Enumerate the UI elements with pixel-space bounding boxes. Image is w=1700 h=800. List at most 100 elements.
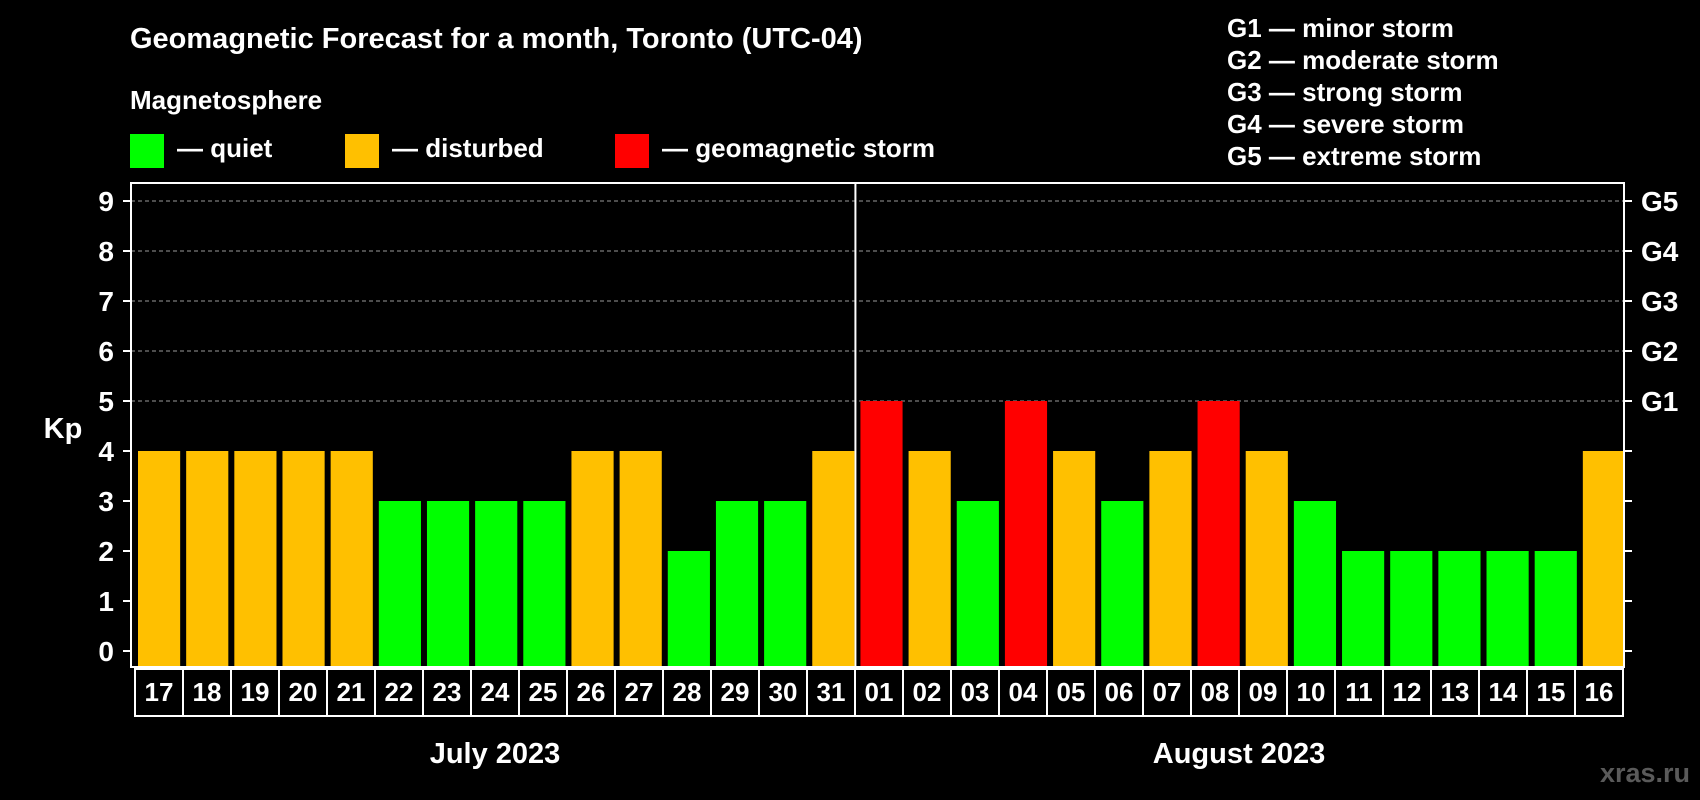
y-tick-label-3: 3: [98, 486, 114, 517]
legend-swatch-2: [615, 134, 649, 168]
day-label-21-4: 21: [337, 677, 366, 707]
bar-16-30: [1582, 451, 1625, 667]
x-axis-day-labels: 17 18 19 20 21 22 23 24 25 26 27 28 29 30 31 01 02 03 04 05…: [134, 668, 1624, 717]
g-level-label-G4: G4: [1641, 236, 1679, 267]
bar-27-10: [619, 451, 662, 667]
g-level-label-G3: G3: [1641, 286, 1678, 317]
legend-label-0: — quiet: [177, 133, 273, 163]
bar-15-29: [1534, 551, 1577, 667]
day-label-04-18: 04: [1009, 677, 1038, 707]
right-g-axis: G1 G2 G3 G4 G5: [1624, 186, 1679, 652]
day-label-08-22: 08: [1201, 677, 1230, 707]
bar-11-25: [1342, 551, 1385, 667]
y-tick-label-1: 1: [98, 586, 114, 617]
bar-03-17: [956, 501, 999, 667]
y-tick-label-6: 6: [98, 336, 114, 367]
day-label-05-19: 05: [1057, 677, 1086, 707]
bar-21-4: [330, 451, 373, 667]
day-label-31-14: 31: [817, 677, 846, 707]
g-scale-legend-item-4: G5 — extreme storm: [1227, 141, 1481, 171]
legend-label-2: — geomagnetic storm: [662, 133, 935, 163]
y-tick-label-2: 2: [98, 536, 114, 567]
grid-lines: [131, 183, 1624, 667]
day-label-17-0: 17: [145, 677, 174, 707]
day-label-23-6: 23: [433, 677, 462, 707]
day-label-19-2: 19: [241, 677, 270, 707]
bar-13-27: [1438, 551, 1481, 667]
day-label-06-20: 06: [1105, 677, 1134, 707]
bar-12-26: [1390, 551, 1433, 667]
bar-17-0: [138, 451, 181, 667]
bar-26-9: [571, 451, 614, 667]
bar-08-22: [1197, 401, 1240, 667]
legend-heading: Magnetosphere: [130, 85, 322, 115]
day-label-frame: [134, 668, 1624, 717]
bars: [138, 401, 1625, 667]
plot-frame: [130, 182, 1625, 668]
g-level-label-G2: G2: [1641, 336, 1678, 367]
day-label-18-1: 18: [193, 677, 222, 707]
legend-swatch-1: [345, 134, 379, 168]
y-tick-label-0: 0: [98, 636, 114, 667]
watermark: xras.ru: [1600, 758, 1690, 788]
day-label-01-15: 01: [865, 677, 894, 707]
bar-06-20: [1101, 501, 1144, 667]
day-label-25-8: 25: [529, 677, 558, 707]
month-label-0: July 2023: [430, 738, 561, 770]
day-label-09-23: 09: [1249, 677, 1278, 707]
g-level-label-G1: G1: [1641, 386, 1678, 417]
bar-14-28: [1486, 551, 1529, 667]
bar-01-15: [860, 401, 903, 667]
day-label-22-5: 22: [385, 677, 414, 707]
day-label-27-10: 27: [625, 677, 654, 707]
day-label-10-24: 10: [1297, 677, 1326, 707]
bar-31-14: [812, 451, 855, 667]
day-label-12-26: 12: [1393, 677, 1422, 707]
legend-swatch-0: [130, 134, 164, 168]
bar-10-24: [1293, 501, 1337, 667]
bar-30-13: [764, 501, 807, 667]
y-tick-label-4: 4: [98, 436, 114, 467]
bar-25-8: [523, 501, 566, 667]
bar-05-19: [1053, 451, 1096, 667]
bar-09-23: [1245, 451, 1288, 667]
bar-19-2: [234, 451, 277, 667]
day-label-29-12: 29: [721, 677, 750, 707]
day-label-14-28: 14: [1489, 677, 1518, 707]
month-labels: July 2023 August 2023: [430, 738, 1326, 770]
y-axis-label: Kp: [44, 413, 83, 445]
g-scale-legend-item-3: G4 — severe storm: [1227, 109, 1464, 139]
day-label-20-3: 20: [289, 677, 318, 707]
month-label-1: August 2023: [1153, 738, 1325, 770]
y-tick-label-8: 8: [98, 236, 114, 267]
day-label-30-13: 30: [769, 677, 798, 707]
y-tick-label-5: 5: [98, 386, 114, 417]
y-tick-label-7: 7: [98, 286, 114, 317]
day-label-28-11: 28: [673, 677, 702, 707]
bar-28-11: [667, 551, 710, 667]
bar-23-6: [426, 501, 470, 667]
y-axis: 0 1 2 3 4 5 6 7 8 9: [98, 186, 131, 667]
day-label-16-30: 16: [1585, 677, 1614, 707]
g-scale-legend-item-0: G1 — minor storm: [1227, 13, 1454, 43]
g-level-label-G5: G5: [1641, 186, 1678, 217]
legend-label-1: — disturbed: [392, 133, 544, 163]
bar-07-21: [1149, 451, 1192, 667]
bar-24-7: [475, 501, 518, 667]
chart-title: Geomagnetic Forecast for a month, Toront…: [130, 23, 863, 55]
bar-29-12: [715, 501, 759, 667]
day-label-15-29: 15: [1537, 677, 1566, 707]
day-label-13-27: 13: [1441, 677, 1470, 707]
g-scale-legend-item-2: G3 — strong storm: [1227, 77, 1462, 107]
bar-04-18: [1004, 401, 1048, 667]
g-scale-legend-item-1: G2 — moderate storm: [1227, 45, 1499, 75]
y-tick-label-9: 9: [98, 186, 114, 217]
bar-18-1: [186, 451, 229, 667]
day-label-02-16: 02: [913, 677, 942, 707]
color-legend: — quiet — disturbed — geomagnetic storm: [130, 133, 935, 168]
bar-22-5: [378, 501, 421, 667]
day-label-26-9: 26: [577, 677, 606, 707]
day-label-11-25: 11: [1345, 677, 1373, 707]
